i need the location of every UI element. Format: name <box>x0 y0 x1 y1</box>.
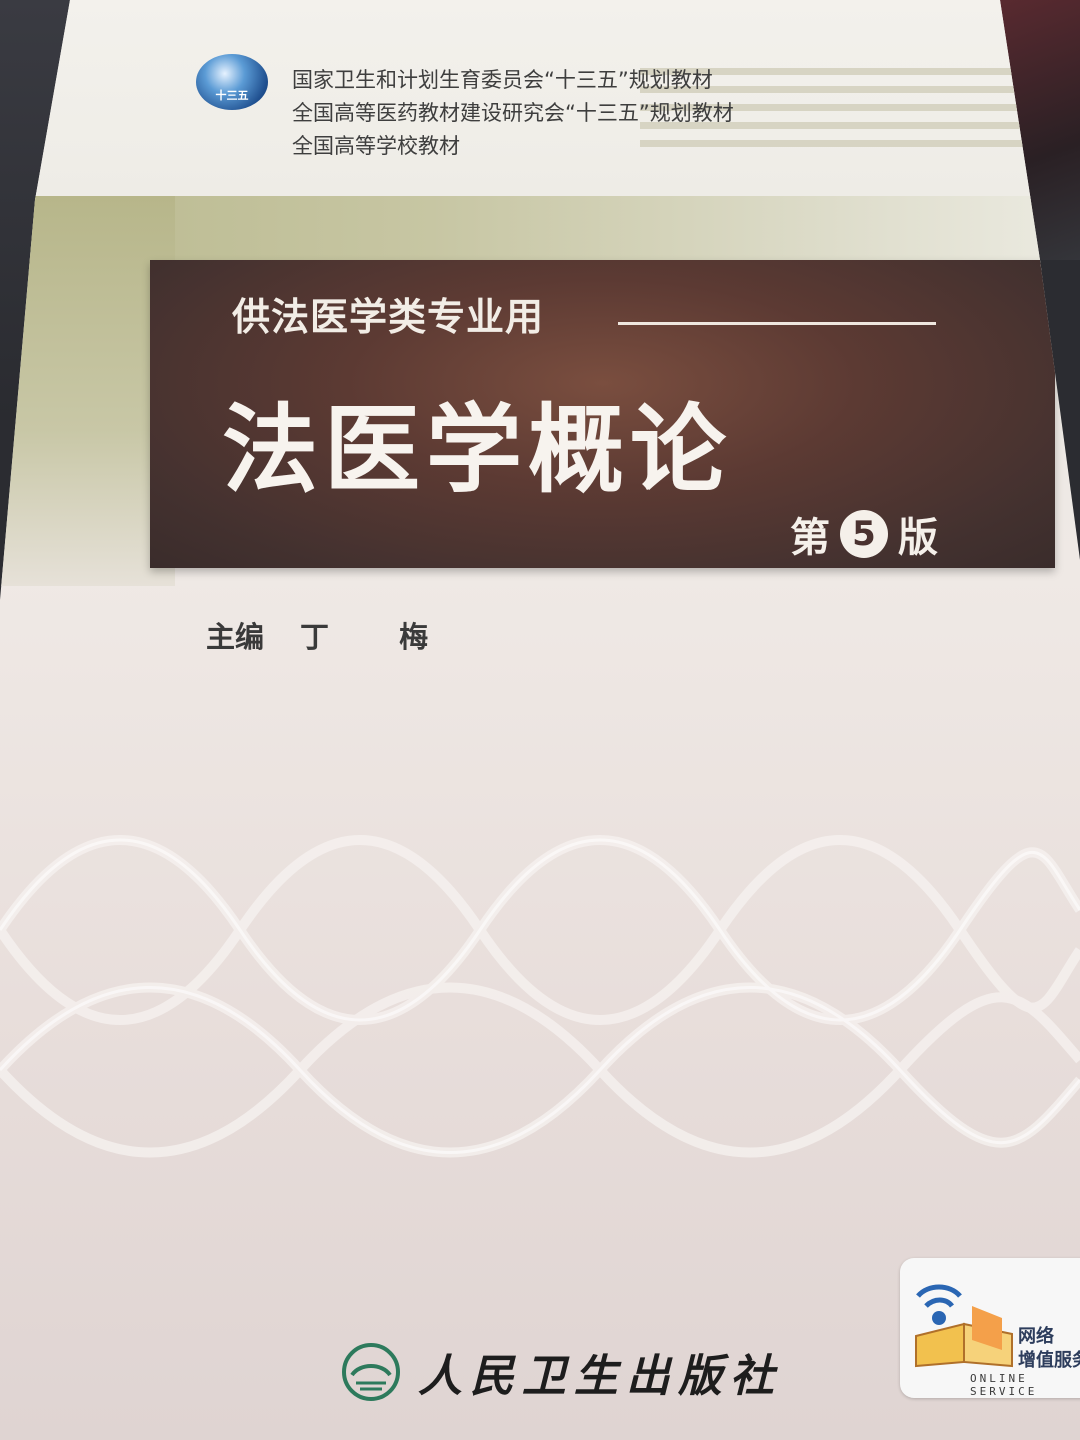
series-line-1: 国家卫生和计划生育委员会“十三五”规划教材 <box>292 68 713 92</box>
dna-helix-graphic <box>0 835 1080 1158</box>
editor-credit: 主编 丁 梅 <box>206 614 458 656</box>
editor-label: 主编 <box>206 620 265 654</box>
series-logo-text: 十三五 <box>215 89 249 102</box>
online-badge-line2: 增值服务 <box>1018 1350 1080 1371</box>
online-service-badge: 网络 增值服务 ONLINE SERVICE <box>900 1258 1080 1398</box>
series-line-3: 全国高等学校教材 <box>292 134 460 158</box>
panel-divider <box>618 322 936 325</box>
edition-label: 第 5 版 <box>790 505 938 563</box>
series-line-2: 全国高等医药教材建设研究会“十三五”规划教材 <box>292 101 734 125</box>
online-badge-line1: 网络 <box>1018 1326 1054 1347</box>
olive-band <box>0 196 1080 270</box>
edition-prefix: 第 <box>790 514 830 561</box>
edition-suffix: 版 <box>898 514 938 561</box>
book-title: 法医学概论 <box>222 394 732 506</box>
edition-number: 5 <box>840 510 888 558</box>
publisher-name: 人民卫生出版社 <box>418 1351 782 1402</box>
title-panel <box>150 260 1055 568</box>
publisher-logo-icon <box>342 1343 400 1401</box>
decorative-stripes <box>640 68 1040 158</box>
publisher: 人民卫生出版社 <box>340 1340 782 1404</box>
cover-top-band <box>0 0 1080 200</box>
audience-text: 供法医学类专业用 <box>232 294 545 339</box>
online-badge-line3: ONLINE SERVICE <box>970 1372 1038 1398</box>
open-book-wifi-icon <box>915 1284 1013 1368</box>
editor-name: 丁 梅 <box>300 620 459 654</box>
series-header: 国家卫生和计划生育委员会“十三五”规划教材 全国高等医药教材建设研究会“十三五”… <box>292 64 734 163</box>
series-logo: 十三五 <box>196 54 268 110</box>
